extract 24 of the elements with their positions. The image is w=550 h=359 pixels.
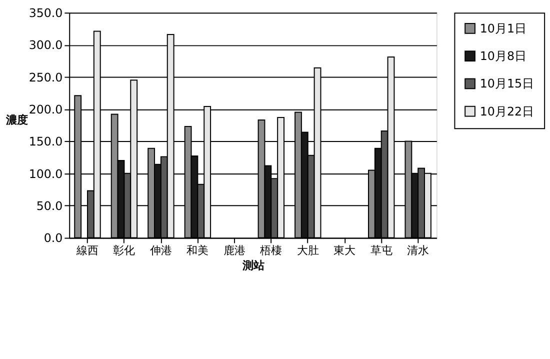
x-tick-label: 梧棲 [259,244,282,258]
x-tick-label: 伸港 [150,244,172,258]
y-tick-label: 350.0 [28,6,63,20]
y-tick-label: 150.0 [28,134,63,149]
x-tick-label: 彰化 [113,244,136,258]
x-tick-label: 大肚 [296,244,319,258]
y-tick-label: 250.0 [28,70,63,84]
legend-label: 10月1日 [480,21,526,36]
x-tick-label: 鹿港 [223,244,246,258]
x-tick-label: 線西 [75,244,98,258]
legend-label: 10月8日 [480,49,526,63]
x-tick-label: 清水 [407,244,430,258]
x-tick-label: 和美 [186,244,209,258]
y-tick-label: 200.0 [28,102,63,117]
y-tick-label: 100.0 [28,166,63,181]
legend-label: 10月15日 [480,76,534,91]
legend-label: 10月22日 [480,104,534,118]
x-tick-label: 東大 [334,244,356,258]
x-tick-label: 草屯 [370,244,392,258]
y-axis-title: 濃度 [4,114,28,127]
x-axis-title: 測站 [241,258,264,272]
y-tick-label: 50.0 [36,199,63,214]
y-tick-label: 0.0 [44,231,63,246]
y-tick-label: 300.0 [28,38,63,52]
